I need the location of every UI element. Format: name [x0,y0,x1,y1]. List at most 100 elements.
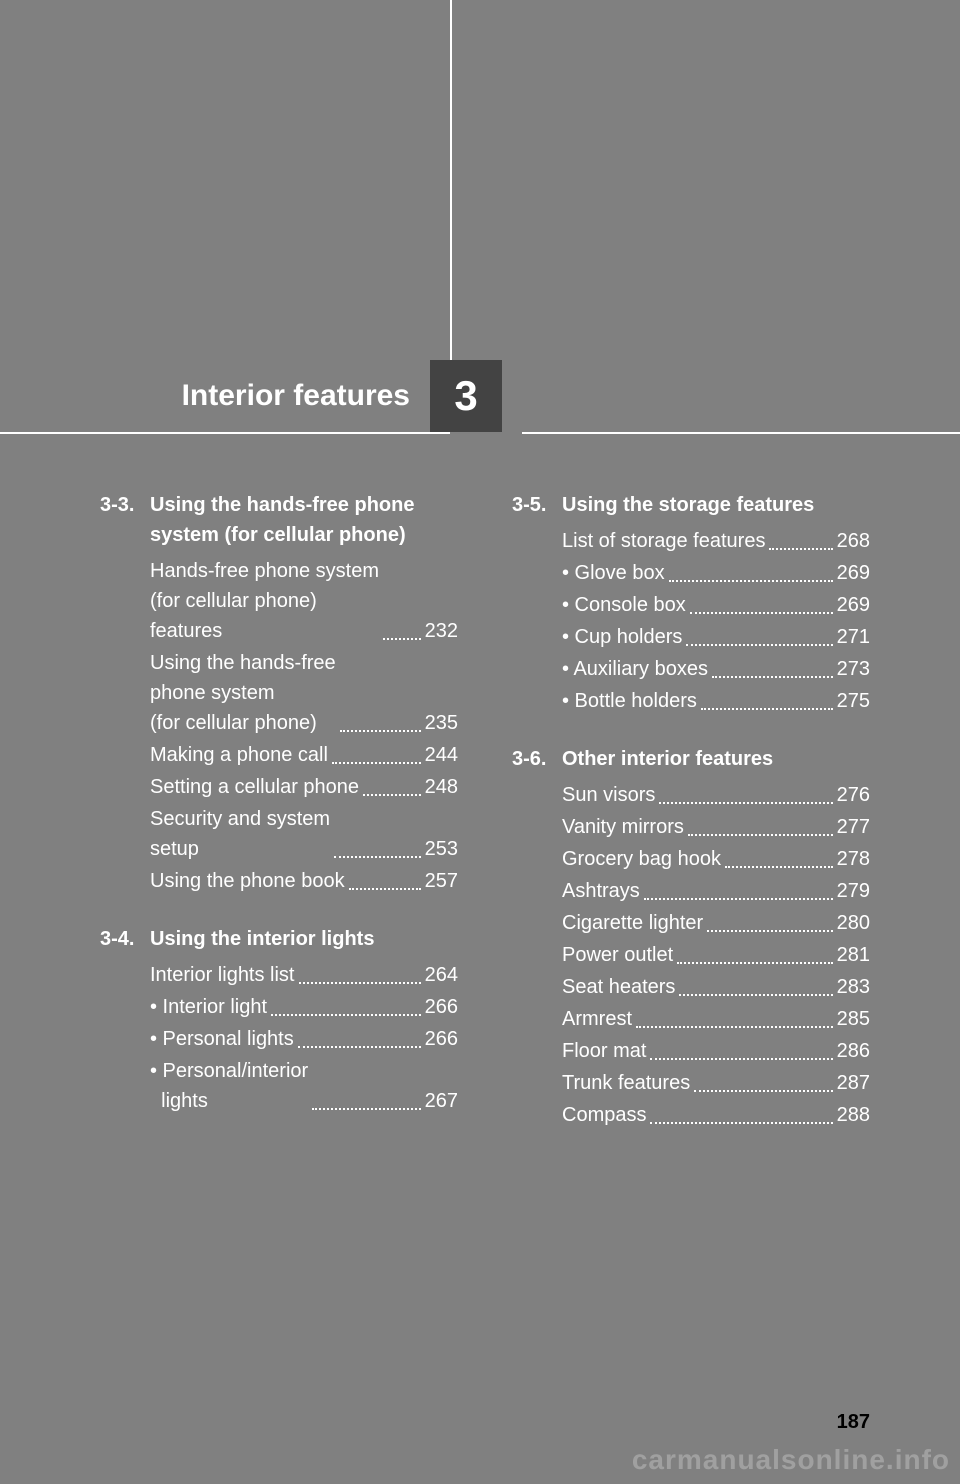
toc-entry-page: 287 [837,1068,870,1098]
toc-entry: Cigarette lighter280 [512,908,870,938]
toc-entry-label: Security and system setup [150,804,330,864]
toc-entry-page: 244 [425,740,458,770]
toc-leader-dots [644,898,833,900]
toc-entry: • Console box269 [512,590,870,620]
toc-leader-dots [636,1026,833,1028]
toc-leader-dots [694,1090,832,1092]
toc-entry-label: Ashtrays [562,876,640,906]
chapter-header: Interior features 3 [0,360,960,432]
toc-entry: Sun visors 276 [512,780,870,810]
toc-entry-page: 269 [837,558,870,588]
toc-section: 3-5.Using the storage features List of st… [512,490,870,716]
toc-entry-page: 253 [425,834,458,864]
toc-leader-dots [686,644,832,646]
toc-entry-page: 277 [837,812,870,842]
toc-entry-page: 269 [837,590,870,620]
toc-entry: List of storage features 268 [512,526,870,556]
section-heading: 3-3.Using the hands-free phone system (f… [100,490,458,550]
toc-leader-dots [363,794,421,796]
page-number: 187 [837,1411,870,1434]
toc-entry-label: • Auxiliary boxes [562,654,708,684]
toc-columns: 3-3.Using the hands-free phone system (f… [100,490,870,1158]
toc-entry-label: • Personal lights [150,1024,294,1054]
toc-entry-label: • Interior light [150,992,267,1022]
section-title: Using the interior lights [150,924,458,954]
toc-entry-label: • Glove box [562,558,665,588]
toc-entry-page: 288 [837,1100,870,1130]
toc-entry-label: Using the phone book [150,866,345,896]
toc-column-left: 3-3.Using the hands-free phone system (f… [100,490,458,1158]
toc-entry-page: 266 [425,992,458,1022]
section-heading: 3-5.Using the storage features [512,490,870,520]
manual-page: Interior features 3 3-3.Using the hands-… [0,0,960,1484]
toc-entry-label: • Bottle holders [562,686,697,716]
toc-entry-label: Grocery bag hook [562,844,721,874]
toc-entry-label: Seat heaters [562,972,675,1002]
toc-leader-dots [669,580,833,582]
toc-leader-dots [725,866,833,868]
toc-entry: • Interior light 266 [100,992,458,1022]
toc-entry: • Personal/interior lights267 [100,1056,458,1116]
toc-leader-dots [701,708,833,710]
toc-entry-page: 232 [425,616,458,646]
toc-entry-page: 278 [837,844,870,874]
toc-leader-dots [690,612,833,614]
toc-entry-label: Interior lights list [150,960,295,990]
toc-entry: Compass288 [512,1100,870,1130]
toc-entry: Setting a cellular phone248 [100,772,458,802]
toc-entry-label: Trunk features [562,1068,690,1098]
toc-entry-page: 276 [837,780,870,810]
toc-leader-dots [332,762,421,764]
toc-entry-page: 257 [425,866,458,896]
toc-entry: Vanity mirrors 277 [512,812,870,842]
chapter-title: Interior features [0,379,430,413]
toc-entry-label: Using the hands-free phone system (for c… [150,648,336,738]
toc-entry: Hands-free phone system (for cellular ph… [100,556,458,646]
toc-entry-label: Vanity mirrors [562,812,684,842]
toc-column-right: 3-5.Using the storage features List of st… [512,490,870,1158]
toc-entry-page: 267 [425,1086,458,1116]
toc-entry-page: 273 [837,654,870,684]
toc-entry-page: 268 [837,526,870,556]
toc-entry: Seat heaters283 [512,972,870,1002]
toc-entry-label: Cigarette lighter [562,908,703,938]
toc-section: 3-6.Other interior features Sun visors 276… [512,744,870,1130]
toc-entry: Ashtrays279 [512,876,870,906]
toc-leader-dots [340,730,421,732]
toc-leader-dots [312,1108,420,1110]
toc-leader-dots [650,1122,832,1124]
toc-leader-dots [677,962,832,964]
toc-leader-dots [349,888,421,890]
toc-entry-page: 285 [837,1004,870,1034]
toc-section: 3-4.Using the interior lights Interior li… [100,924,458,1116]
toc-entry-label: • Cup holders [562,622,682,652]
toc-leader-dots [650,1058,832,1060]
toc-leader-dots [334,856,421,858]
section-heading: 3-6.Other interior features [512,744,870,774]
toc-entry-label: List of storage features [562,526,765,556]
toc-leader-dots [712,676,833,678]
section-number: 3-5. [512,490,562,520]
toc-entry: Interior lights list264 [100,960,458,990]
toc-entry: Using the phone book 257 [100,866,458,896]
toc-leader-dots [298,1046,421,1048]
section-number: 3-4. [100,924,150,954]
toc-leader-dots [659,802,832,804]
toc-entry: Grocery bag hook 278 [512,844,870,874]
toc-entry: • Auxiliary boxes 273 [512,654,870,684]
toc-entry-page: 281 [837,940,870,970]
toc-entry-page: 275 [837,686,870,716]
toc-entry-page: 271 [837,622,870,652]
toc-leader-dots [299,982,421,984]
watermark: carmanualsonline.info [632,1444,950,1476]
toc-leader-dots [383,638,421,640]
section-title: Other interior features [562,744,870,774]
toc-entry: • Cup holders 271 [512,622,870,652]
toc-entry-page: 235 [425,708,458,738]
toc-entry-label: Sun visors [562,780,655,810]
section-number: 3-6. [512,744,562,774]
section-title: Using the hands-free phone system (for c… [150,490,458,550]
toc-entry-label: Hands-free phone system (for cellular ph… [150,556,379,646]
toc-entry-label: Armrest [562,1004,632,1034]
toc-entry-page: 266 [425,1024,458,1054]
